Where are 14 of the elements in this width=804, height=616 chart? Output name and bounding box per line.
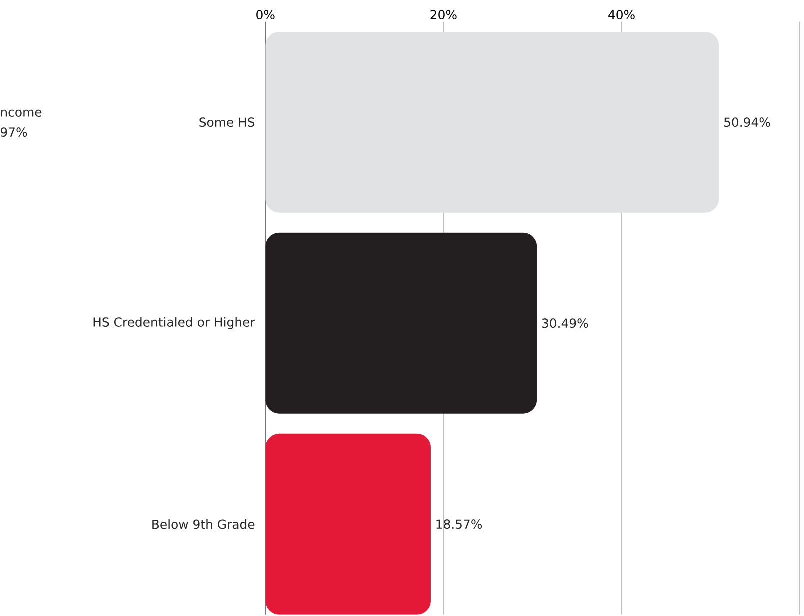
y-tick-label: HS Credentialed or Higher (94, 317, 256, 330)
data-label: 18.57% (436, 520, 482, 530)
y-tick-label: Below 9th Grade (152, 520, 255, 530)
data-label: 30.49% (542, 318, 588, 328)
data-label: 50.94% (724, 118, 770, 128)
x-tick-label: 0% (256, 10, 275, 20)
text: 97% (0, 128, 28, 138)
x-tick-label: 20% (430, 10, 457, 20)
x-tick-label: 40% (608, 10, 635, 20)
text: ncome (1, 110, 42, 118)
y-tick-label: Some HS (200, 118, 255, 128)
bar (266, 32, 720, 213)
bar (266, 434, 431, 615)
bar (266, 233, 538, 414)
